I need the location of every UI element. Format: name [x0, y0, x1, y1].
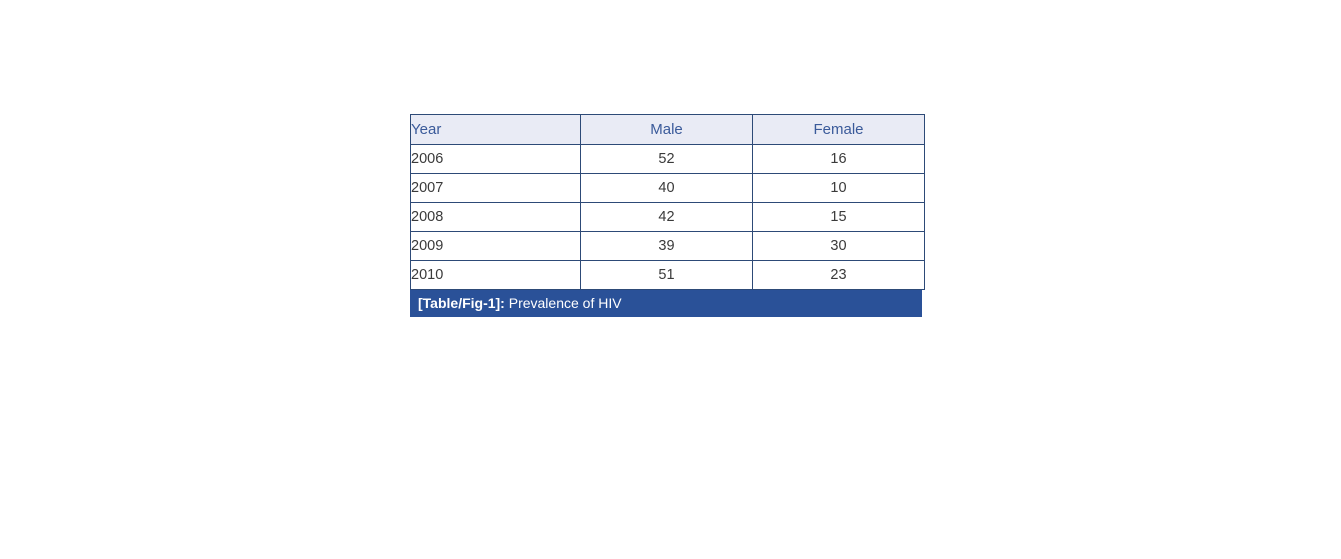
table-figure: Year Male Female 2006 52 16 2007 40 10 2…: [410, 114, 925, 317]
cell-male: 40: [580, 173, 753, 203]
table-body: 2006 52 16 2007 40 10 2008 42 15 2009 39…: [410, 144, 925, 290]
cell-male: 52: [580, 144, 753, 174]
caption-text: Prevalence of HIV: [504, 295, 622, 311]
table-row: 2009 39 30: [410, 231, 925, 261]
column-header-male: Male: [580, 114, 753, 145]
cell-female: 16: [752, 144, 925, 174]
table-row: 2007 40 10: [410, 173, 925, 203]
cell-female: 30: [752, 231, 925, 261]
cell-female: 10: [752, 173, 925, 203]
cell-male: 39: [580, 231, 753, 261]
cell-year: 2010: [410, 260, 581, 290]
cell-year: 2009: [410, 231, 581, 261]
table-header: Year Male Female: [410, 114, 925, 145]
cell-female: 15: [752, 202, 925, 232]
table-row: 2008 42 15: [410, 202, 925, 232]
cell-year: 2008: [410, 202, 581, 232]
column-header-female: Female: [752, 114, 925, 145]
table-header-row: Year Male Female: [410, 114, 925, 145]
cell-male: 51: [580, 260, 753, 290]
table-row: 2010 51 23: [410, 260, 925, 290]
cell-year: 2006: [410, 144, 581, 174]
column-header-year: Year: [410, 114, 581, 145]
table-row: 2006 52 16: [410, 144, 925, 174]
cell-female: 23: [752, 260, 925, 290]
caption-label: [Table/Fig-1]:: [418, 295, 505, 311]
cell-year: 2007: [410, 173, 581, 203]
table-caption: [Table/Fig-1]: Prevalence of HIV: [410, 290, 922, 317]
prevalence-table: Year Male Female 2006 52 16 2007 40 10 2…: [410, 114, 925, 290]
cell-male: 42: [580, 202, 753, 232]
